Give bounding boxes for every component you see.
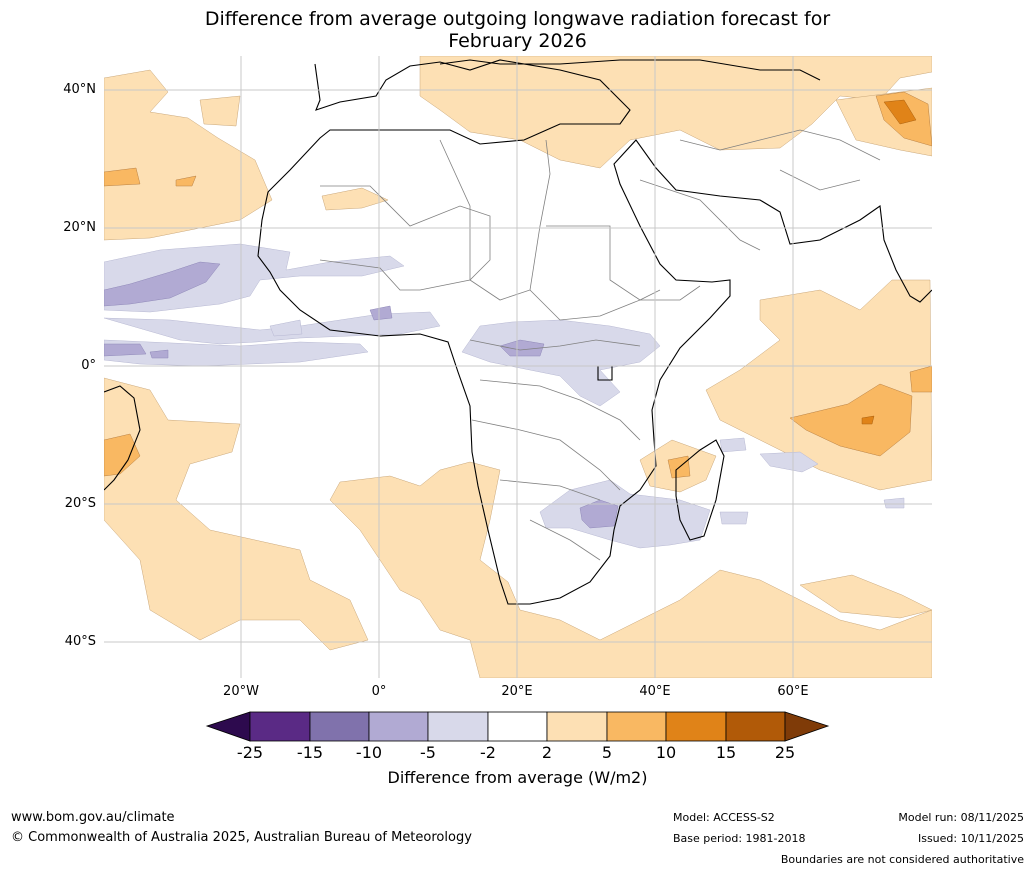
negative-anomaly-medium [104, 261, 619, 529]
colorbar-bin-6 [546, 711, 608, 742]
lon-label-40e: 40°E [639, 684, 671, 699]
lon-label-20e: 20°E [501, 684, 533, 699]
map-title-line-2: February 2026 [448, 30, 587, 52]
lon-label-60e: 60°E [777, 684, 809, 699]
base-period: Base period: 1981-2018 [673, 832, 806, 845]
positive-anomaly-light [104, 56, 932, 678]
colorbar-tick: 15 [715, 743, 737, 762]
map-title: Difference from average outgoing longwav… [0, 8, 1035, 52]
colorbar-bin-3 [368, 711, 429, 742]
website-link[interactable]: www.bom.gov.au/climate [11, 810, 175, 825]
coastlines [104, 59, 932, 605]
colorbar-tick: 25 [774, 743, 796, 762]
colorbar-label: Difference from average (W/m2) [387, 768, 648, 787]
model-name: Model: ACCESS-S2 [673, 811, 775, 824]
colorbar-tick: -25 [236, 743, 264, 762]
colorbar-tick: 2 [541, 743, 553, 762]
lat-label-20n: 20°N [63, 220, 96, 235]
boundaries-disclaimer: Boundaries are not considered authoritat… [780, 853, 1024, 866]
lat-label-20s: 20°S [64, 496, 96, 511]
positive-anomaly-strong [861, 99, 917, 425]
colorbar-bin-9 [725, 711, 786, 742]
copyright-text: © Commonwealth of Australia 2025, Austra… [11, 830, 472, 845]
colorbar-tick: -10 [355, 743, 383, 762]
lon-label-20w: 20°W [223, 684, 259, 699]
colorbar-tick: -15 [296, 743, 324, 762]
graticule [104, 56, 932, 678]
colorbar-tick: 10 [655, 743, 677, 762]
lat-label-40s: 40°S [64, 634, 96, 649]
model-run-date: Model run: 08/11/2025 [898, 811, 1024, 824]
colorbar-bin-4 [427, 711, 489, 742]
colorbar-bin-1 [249, 711, 311, 742]
colorbar-tick: 5 [601, 743, 613, 762]
map-title-line-1: Difference from average outgoing longwav… [204, 8, 831, 30]
colorbar-tick: -2 [480, 743, 496, 762]
colorbar-bin-7 [606, 711, 667, 742]
colorbar-tick: -5 [420, 743, 436, 762]
colorbar-max-arrow [784, 711, 830, 742]
colorbar-bin-2 [309, 711, 370, 742]
colorbar-bin-5 [487, 711, 548, 742]
colorbar-bin-8 [665, 711, 727, 742]
issued-date: Issued: 10/11/2025 [917, 832, 1024, 845]
colorbar-min-arrow [205, 711, 251, 742]
lon-label-0: 0° [371, 684, 387, 699]
country-borders [319, 129, 881, 561]
lat-label-40n: 40°N [63, 82, 96, 97]
lat-label-equator: 0° [81, 358, 96, 373]
negative-anomaly-light [104, 243, 905, 549]
